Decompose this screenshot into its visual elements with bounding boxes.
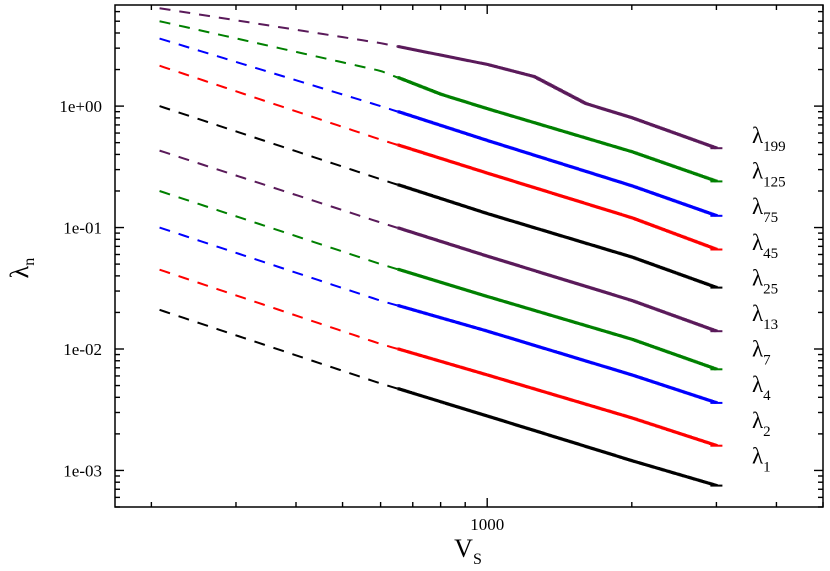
series-125-solid-line [397, 76, 718, 183]
series-13-solid-line [397, 226, 718, 333]
series-199-dashed-line [159, 7, 398, 48]
series-2 [159, 268, 723, 447]
series-25-dashed-line [159, 105, 398, 186]
series-label-4: λ4 [752, 372, 771, 404]
series-4-solid-line [397, 304, 718, 404]
series-13 [159, 149, 723, 333]
y-tick-label: 1e-02 [63, 340, 102, 359]
series-label-1: λ1 [752, 443, 771, 475]
series-45-dashed-line [159, 64, 398, 146]
series-75-solid-line [397, 110, 718, 217]
series-45 [159, 64, 723, 251]
y-tick-label: 1e-03 [63, 461, 102, 480]
series-7 [159, 190, 723, 371]
series-4-dashed-line [159, 226, 398, 307]
series-label-25: λ25 [752, 265, 778, 297]
series-1 [159, 308, 723, 487]
x-axis-ticks: 1000 [150, 5, 824, 534]
plot-frame [114, 4, 824, 508]
series-label-45: λ45 [752, 230, 778, 262]
series-25-solid-line [397, 183, 718, 289]
series-1-solid-line [397, 387, 718, 487]
series-label-75: λ75 [752, 194, 778, 226]
series-125 [159, 20, 723, 183]
series-75-dashed-line [159, 37, 398, 113]
series-4 [159, 226, 723, 404]
series-45-solid-line [397, 143, 718, 251]
series-label-13: λ13 [752, 301, 778, 333]
y-axis-ticks: 1e+00 1e-01 1e-02 1e-03 [59, 10, 823, 508]
series-1-dashed-line [159, 308, 398, 390]
x-axis-title: VS [454, 534, 482, 568]
series-199-solid-line [397, 45, 718, 150]
y-tick-label: 1e-01 [63, 219, 102, 238]
series-13-dashed-line [159, 149, 398, 229]
y-axis-title: λn [5, 258, 38, 279]
series-199 [159, 7, 723, 150]
series-75 [159, 37, 723, 217]
series-layer [159, 7, 723, 487]
y-tick-label: 1e+00 [59, 97, 102, 116]
x-tick-label: 1000 [470, 515, 504, 534]
series-2-solid-line [397, 347, 718, 447]
series-7-dashed-line [159, 190, 398, 271]
series-label-7: λ7 [752, 337, 771, 369]
series-label-125: λ125 [752, 159, 786, 191]
series-125-dashed-line [159, 20, 398, 79]
series-label-199: λ199 [752, 123, 786, 155]
series-7-solid-line [397, 267, 718, 371]
series-25 [159, 105, 723, 289]
series-label-2: λ2 [752, 408, 771, 440]
series-2-dashed-line [159, 268, 398, 350]
